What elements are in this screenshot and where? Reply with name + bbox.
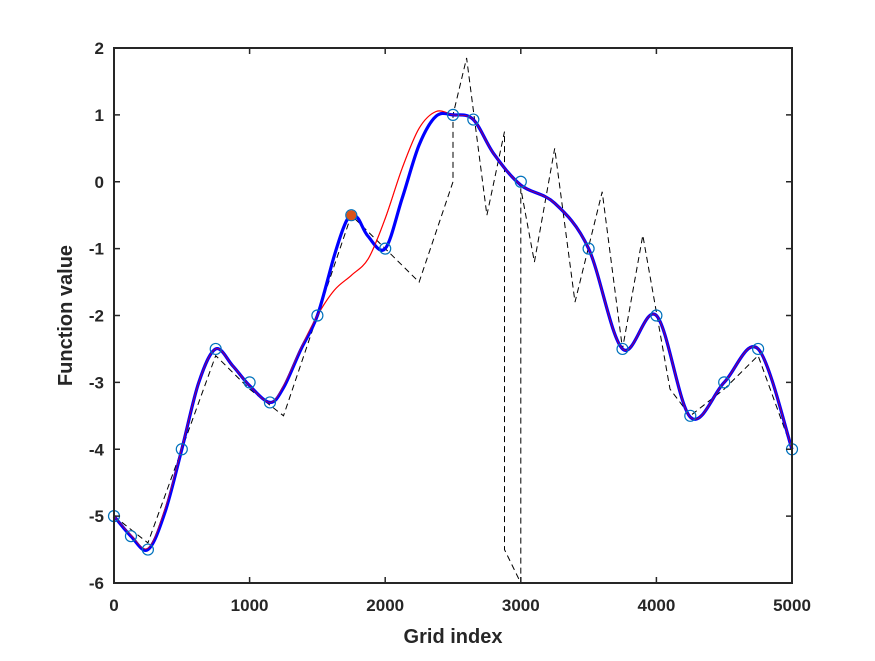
y-tick-label: -5: [89, 507, 104, 526]
dashed-series-line: [113, 57, 793, 584]
data-point-marker: [379, 242, 392, 255]
data-point-marker: [175, 443, 188, 456]
data-point-marker: [345, 209, 358, 222]
blue-series-line: [112, 111, 794, 552]
data-point-marker: [446, 108, 460, 121]
data-point-marker: [582, 242, 595, 255]
data-point-marker: [243, 376, 256, 389]
x-tick-label: 1000: [231, 596, 269, 615]
data-point-marker: [263, 396, 277, 409]
x-tick-label: 4000: [637, 596, 675, 615]
x-tick-label: 5000: [773, 596, 811, 615]
y-tick-label: -2: [89, 307, 104, 326]
data-point-marker: [141, 543, 154, 556]
data-point-marker: [650, 309, 663, 322]
data-point-marker: [514, 175, 527, 188]
axes-box: [113, 47, 793, 584]
plot-layer: [107, 57, 799, 584]
highlighted-point-marker: [346, 210, 357, 221]
x-axis-label: Grid index: [404, 626, 503, 648]
data-point-marker: [751, 342, 765, 356]
data-point-marker: [684, 409, 697, 422]
y-tick-label: -6: [89, 574, 104, 593]
y-axis-label: Function value: [55, 245, 77, 386]
tick-layer: 0 1000 2000 3000 4000 5000 -6 -5 -4 -3 -2 -1 0 1 2: [89, 39, 811, 615]
data-point-marker: [124, 530, 138, 543]
y-tick-label: -1: [89, 240, 104, 259]
y-tick-label: 1: [95, 106, 104, 125]
y-tick-label: 0: [95, 173, 104, 192]
x-tick-label: 2000: [366, 596, 404, 615]
y-tick-label: -4: [89, 440, 105, 459]
data-point-marker: [311, 309, 324, 322]
data-point-marker: [467, 113, 480, 126]
x-tick-label: 0: [109, 596, 118, 615]
y-tick-label: 2: [95, 39, 104, 58]
y-tick-label: -3: [89, 373, 104, 392]
red-series-overlay: [113, 110, 793, 550]
data-point-marker: [718, 376, 731, 389]
data-point-marker: [616, 342, 629, 356]
data-point-marker: [209, 342, 222, 356]
x-tick-label: 3000: [502, 596, 540, 615]
